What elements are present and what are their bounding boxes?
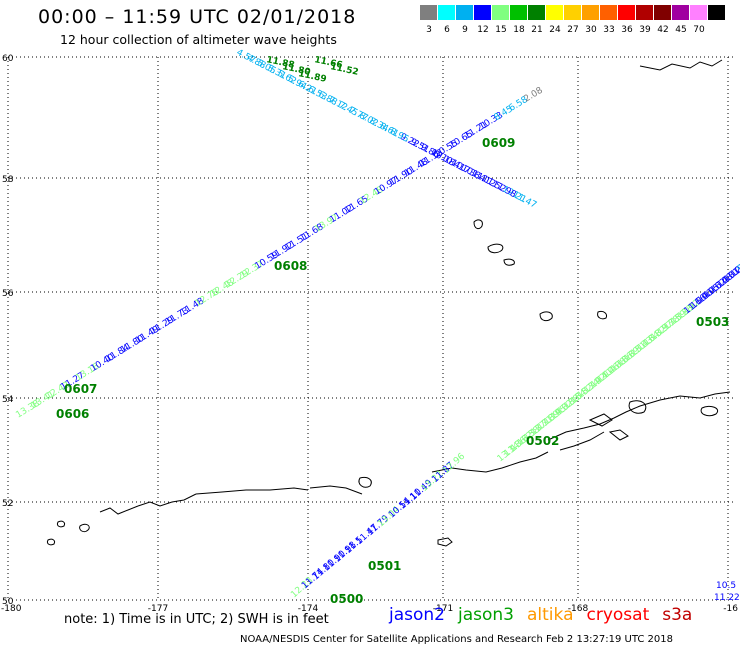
scale-swatch xyxy=(528,5,545,20)
coastlines xyxy=(47,59,731,547)
scale-label: 45 xyxy=(675,25,687,35)
scale-label: 9 xyxy=(462,25,468,35)
pass-time-label: 0502 xyxy=(526,434,559,448)
scale-label: 3 xyxy=(426,25,432,35)
scale-label: 15 xyxy=(495,25,507,35)
footnote: note: 1) Time is in UTC; 2) SWH is in fe… xyxy=(64,612,329,627)
scale-swatch xyxy=(438,5,455,20)
scale-swatch xyxy=(636,5,653,20)
legend-s3a: s3a xyxy=(662,605,693,625)
lat-tick-label: 54 xyxy=(2,395,14,405)
coastline-segment xyxy=(559,431,605,451)
axis-tick-labels: 60 58 56 54 52 50-180 -177 -174 -171 -168 -16 xyxy=(1,54,738,614)
map-subtitle: 12 hour collection of altimeter wave hei… xyxy=(60,32,337,47)
scale-swatch xyxy=(492,5,509,20)
scale-swatch xyxy=(690,5,707,20)
scale-label: 27 xyxy=(567,25,579,35)
lat-tick-label: 60 xyxy=(2,54,14,64)
lon-tick-label: -174 xyxy=(298,604,319,614)
scale-swatch xyxy=(582,5,599,20)
coastline-segment xyxy=(437,537,453,547)
coastline-segment xyxy=(547,391,731,441)
coastline-segment xyxy=(608,429,629,441)
scale-label: 70 xyxy=(693,25,705,35)
scale-swatch xyxy=(708,5,725,20)
lon-tick-label: -16 xyxy=(723,604,738,614)
coastline-segment xyxy=(99,505,139,515)
coastline-segment xyxy=(700,405,718,417)
wave-height-label: 2.08 xyxy=(522,86,545,105)
wave-height-label: 11.52 xyxy=(329,62,359,78)
coastline-segment xyxy=(597,311,607,320)
scale-label: 18 xyxy=(513,25,525,35)
wave-height-label: 10.5 xyxy=(716,581,736,591)
scale-label: 24 xyxy=(549,25,561,35)
scale-swatch xyxy=(672,5,689,20)
coastline-segment xyxy=(309,485,363,495)
wave-height-label: 4.57 xyxy=(235,48,257,66)
lon-tick-label: -180 xyxy=(1,604,22,614)
coastline-segment xyxy=(539,311,553,322)
coastline-segment xyxy=(431,451,549,473)
pass-time-label: 0501 xyxy=(368,559,401,573)
lon-tick-label: -168 xyxy=(568,604,589,614)
pass-time-labels: 0606 0607 0608 0609 0502 0503 0500 0501 xyxy=(56,136,729,606)
lon-tick-label: -177 xyxy=(148,604,168,614)
scale-label: 42 xyxy=(657,25,669,35)
scale-label: 6 xyxy=(444,25,450,35)
pass-time-label: 0609 xyxy=(482,136,515,150)
coastline-segment xyxy=(473,219,483,230)
scale-label: 39 xyxy=(639,25,651,35)
coastline-segment xyxy=(639,59,723,71)
legend-altika: altika xyxy=(527,605,574,625)
scale-swatch xyxy=(420,5,437,20)
lat-tick-label: 58 xyxy=(2,175,14,185)
scale-swatch xyxy=(474,5,491,20)
wave-height-label: 9.84 xyxy=(736,254,740,274)
coastline-segment xyxy=(79,523,90,533)
wave-height-label: 11.22 xyxy=(714,593,740,603)
coastline-segment xyxy=(137,493,197,507)
lat-tick-label: 50 xyxy=(2,597,14,607)
coastline-segment xyxy=(57,520,65,528)
lat-lon-grid xyxy=(7,56,736,601)
satellite-legend: jason2 jason3 altika cryosat s3a xyxy=(389,605,705,625)
wave-height-labels: 13.3813.4112.4211.2713.1610.4011.8411.80… xyxy=(14,48,740,603)
scale-label: 12 xyxy=(477,25,489,35)
pass-time-label: 0607 xyxy=(64,382,97,396)
lat-tick-label: 52 xyxy=(2,499,13,509)
lat-tick-label: 56 xyxy=(2,289,14,299)
legend-jason3: jason3 xyxy=(458,605,514,625)
scale-swatch xyxy=(564,5,581,20)
pass-time-label: 0500 xyxy=(330,592,363,606)
coastline-segment xyxy=(358,477,372,488)
scale-swatch xyxy=(456,5,473,20)
scale-swatch xyxy=(654,5,671,20)
coastline-segment xyxy=(195,487,309,495)
wave-height-color-scale: 3 6 9 12 15 18 21 24 27 30 33 36 39 42 45 70 xyxy=(420,5,732,41)
scale-label: 36 xyxy=(621,25,633,35)
pass-time-label: 0606 xyxy=(56,407,89,421)
pass-time-label: 0503 xyxy=(696,315,729,329)
coastline-segment xyxy=(503,258,515,266)
wave-height-label: 10.65 xyxy=(729,256,740,280)
coastline-segment xyxy=(588,413,613,427)
scale-label: 21 xyxy=(531,25,543,35)
legend-cryosat: cryosat xyxy=(586,605,650,625)
credit-line: NOAA/NESDIS Center for Satellite Applica… xyxy=(240,634,673,645)
pass-time-label: 0608 xyxy=(274,259,307,273)
scale-label: 30 xyxy=(585,25,597,35)
lon-tick-label: -171 xyxy=(433,604,453,614)
scale-swatch xyxy=(510,5,527,20)
scale-swatch xyxy=(546,5,563,20)
scale-swatch xyxy=(600,5,617,20)
coastline-segment xyxy=(47,538,55,546)
coastline-segment xyxy=(628,400,647,414)
scale-label: 33 xyxy=(603,25,615,35)
scale-swatch xyxy=(618,5,635,20)
map-title: 00:00 – 11:59 UTC 02/01/2018 xyxy=(38,6,357,28)
coastline-segment xyxy=(487,243,504,254)
legend-jason2: jason2 xyxy=(389,605,445,625)
